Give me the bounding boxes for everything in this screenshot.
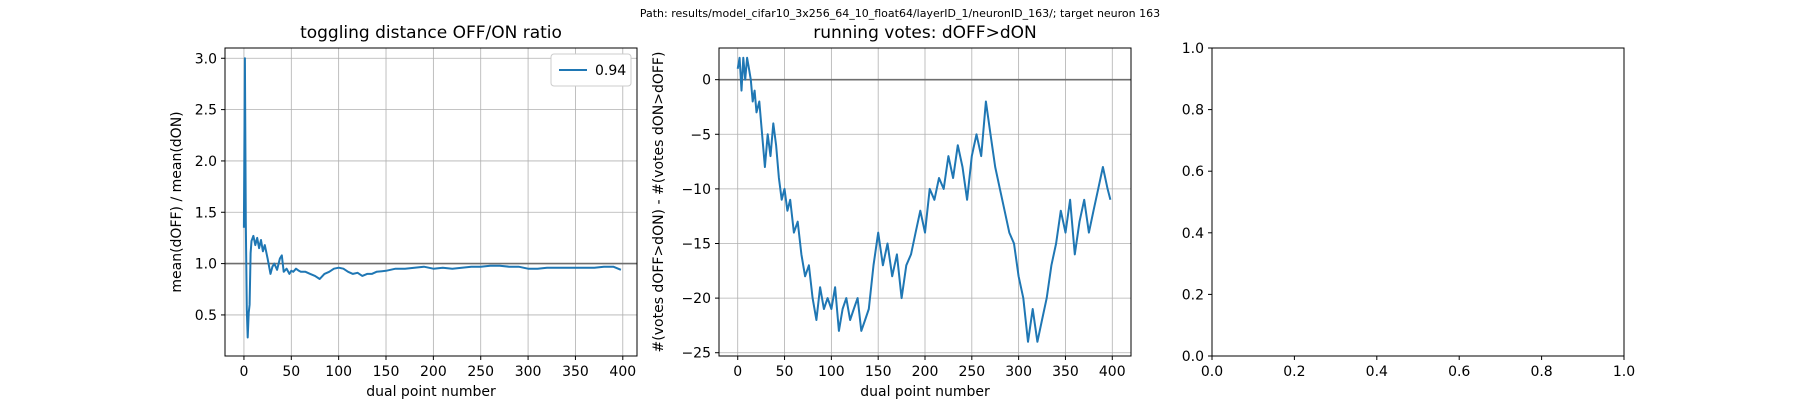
x-tick-label: 0: [239, 364, 248, 380]
y-tick-label: −5: [690, 127, 711, 143]
y-tick-label: 0.5: [195, 308, 217, 324]
x-tick-label: 50: [282, 364, 300, 380]
y-tick-label: −20: [681, 291, 711, 307]
y-tick-label: 2.5: [195, 103, 217, 119]
y-tick-label: 0: [702, 73, 711, 89]
x-tick-label: 0: [733, 364, 742, 380]
series-line: [242, 57, 622, 339]
x-tick-label: 150: [373, 364, 400, 380]
chart-panel-2: 0 50 100 150 200 250 300 350 400 0 −5 −10 −15 −20 −25 r…: [651, 23, 1132, 400]
x-tick-label: 200: [912, 364, 939, 380]
chart-title: toggling distance OFF/ON ratio: [300, 23, 562, 43]
y-axis-label: #(votes dOFF>dON) - #(votes dON>dOFF): [651, 52, 667, 353]
legend-box: [550, 53, 632, 87]
x-tick-label: 100: [818, 364, 845, 380]
x-tick-label: 300: [1005, 364, 1032, 380]
legend-label: 0.94: [595, 63, 626, 79]
x-tick-label: 300: [515, 364, 542, 380]
y-tick-label: 0.6: [1182, 164, 1204, 180]
y-tick-label: 0.4: [1182, 226, 1204, 242]
x-tick-label: 400: [1099, 364, 1126, 380]
x-tick-label: 50: [776, 364, 794, 380]
x-tick-label: 350: [1052, 364, 1079, 380]
series-line: [736, 56, 1112, 343]
x-tick-label: 0.6: [1448, 364, 1470, 380]
x-tick-label: 0.2: [1283, 364, 1305, 380]
y-tick-label: 0.0: [1182, 349, 1204, 365]
y-tick-label: 0.2: [1182, 287, 1204, 303]
x-tick-label: 200: [420, 364, 447, 380]
y-axis-label: mean(dOFF) / mean(dON): [169, 111, 185, 292]
y-tick-label: −15: [681, 237, 711, 253]
y-tick-label: −10: [681, 182, 711, 198]
legend: 0.94: [550, 53, 632, 87]
y-tick-label: 3.0: [195, 51, 217, 67]
x-tick-label: 0.4: [1366, 364, 1388, 380]
y-tick-label: −25: [681, 346, 711, 362]
x-axis-label: dual point number: [860, 384, 990, 400]
y-tick-label: 0.8: [1182, 103, 1204, 119]
x-axis-label: dual point number: [366, 384, 496, 400]
x-tick-label: 100: [325, 364, 352, 380]
x-tick-label: 0.8: [1530, 364, 1552, 380]
axes-frame: [1211, 47, 1625, 357]
chart-panel-1: 0 50 100 150 200 250 300 350 400 0.5 1.0 1.5 2.0 2.5 3…: [169, 23, 638, 400]
x-tick-label: 250: [958, 364, 985, 380]
x-tick-label: 1.0: [1613, 364, 1635, 380]
y-tick-label: 1.5: [195, 205, 217, 221]
chart-title: running votes: dOFF>dON: [813, 23, 1036, 43]
x-tick-label: 250: [467, 364, 494, 380]
y-tick-label: 1.0: [195, 257, 217, 273]
x-tick-label: 350: [562, 364, 589, 380]
y-tick-label: 2.0: [195, 154, 217, 170]
figure-suptitle: Path: results/model_cifar10_3x256_64_10_…: [639, 7, 1161, 20]
x-tick-label: 150: [865, 364, 892, 380]
x-tick-label: 400: [609, 364, 636, 380]
y-tick-label: 1.0: [1182, 41, 1204, 57]
chart-panel-3: 0.0 0.2 0.4 0.6 0.8 1.0 0.0 0.2 0.4 0.6 0.8 1.0: [1182, 41, 1635, 380]
x-tick-label: 0.0: [1201, 364, 1223, 380]
axes-frame: [224, 47, 638, 357]
